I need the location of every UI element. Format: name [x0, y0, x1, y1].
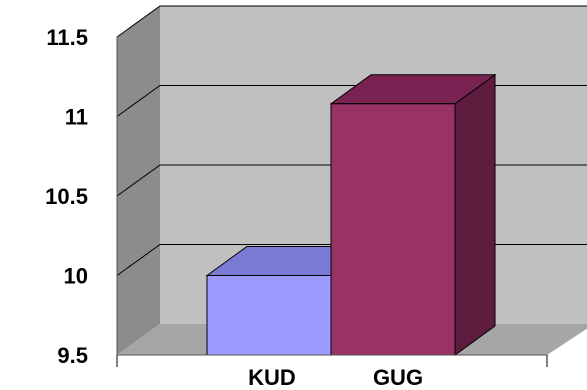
bars — [205, 73, 497, 356]
y-tick-label: 9.5 — [57, 343, 88, 368]
bar-gug — [329, 73, 497, 356]
bar-front — [206, 275, 332, 356]
y-tick-label: 11 — [65, 105, 88, 130]
gridline — [116, 5, 587, 38]
x-category-label: GUG — [373, 365, 423, 390]
y-tick-label: 11.5 — [46, 25, 88, 50]
y-tick-label: 10 — [64, 264, 88, 289]
x-axis-labels: KUD GUG — [116, 354, 548, 390]
y-axis-ticks: 9.5 10 10.5 11 11.5 — [45, 25, 88, 368]
bar-front — [330, 103, 456, 356]
y-tick-label: 10.5 — [45, 184, 88, 209]
x-category-label: KUD — [248, 365, 296, 390]
bar-side — [454, 73, 496, 356]
